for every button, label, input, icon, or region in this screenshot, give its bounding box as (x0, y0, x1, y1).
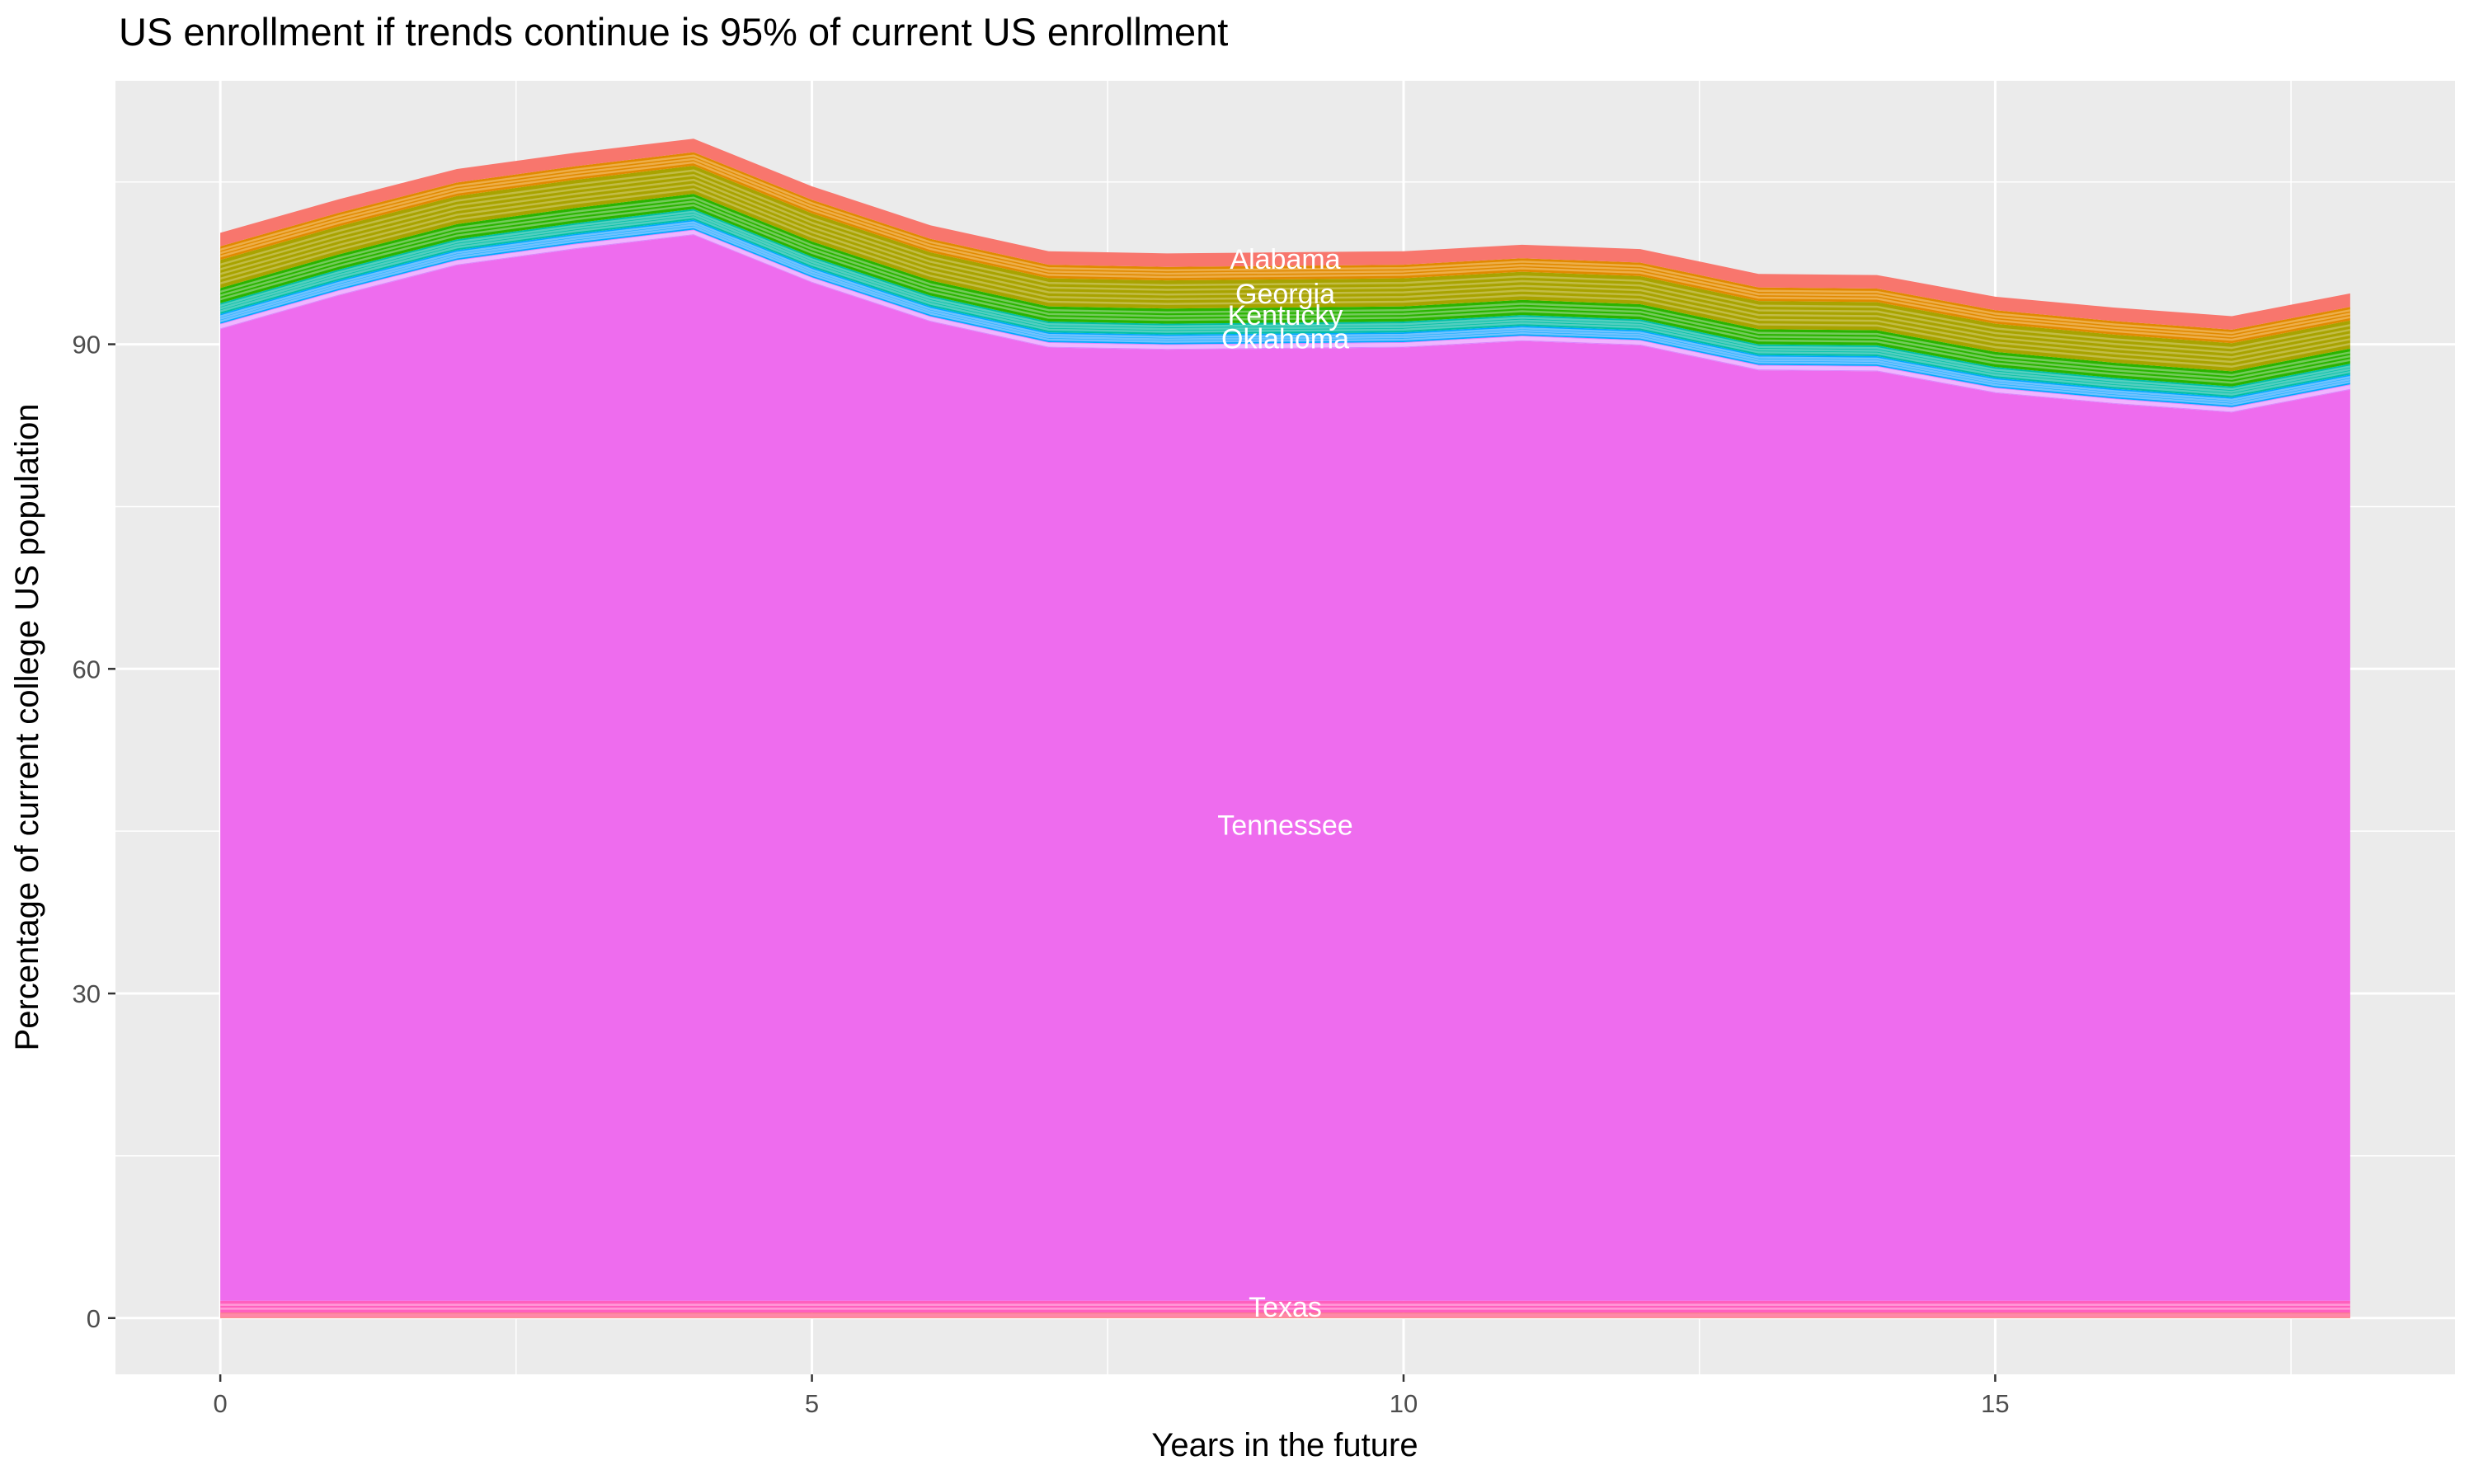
axis-tick-labels: 0 5 10 15 0 30 60 90 (73, 331, 2010, 1418)
area-stripe-band-orange (219, 154, 2351, 335)
area-stripe-georgia (219, 183, 2351, 364)
area-stripe-georgia (219, 188, 2351, 368)
x-tick-label: 0 (214, 1389, 228, 1418)
area-stripe-georgia (219, 178, 2351, 359)
area-label-georgia: Georgia (1235, 279, 1335, 310)
area-stripe-band-violet (219, 230, 2351, 411)
y-tick-label: 90 (73, 331, 101, 359)
area-alabama (220, 139, 2350, 330)
area-stripe-kentucky (219, 204, 2351, 384)
y-tick-label: 30 (73, 979, 101, 1008)
area-stripe-kentucky (219, 200, 2351, 380)
y-tick-label: 60 (73, 655, 101, 683)
area-stripe-georgia (219, 174, 2351, 354)
area-stripe-band-teal (219, 213, 2351, 393)
area-stripe-band-teal (219, 210, 2351, 391)
area-tennessee (220, 235, 2350, 1301)
area-label-alabama: Alabama (1230, 244, 1340, 275)
area-stripe-oklahoma (219, 223, 2351, 404)
x-tick-label: 5 (805, 1389, 819, 1418)
area-stripe-band-orange (219, 157, 2351, 338)
area-stripe-band-orange (219, 161, 2351, 341)
chart-title: US enrollment if trends continue is 95% … (119, 10, 1228, 54)
axis-ticks (108, 343, 1997, 1382)
area-stripe-oklahoma (219, 221, 2351, 402)
x-axis-title: Years in the future (1151, 1427, 1418, 1463)
area-label-kentucky: Kentucky (1228, 300, 1343, 331)
area-kentucky (220, 194, 2350, 387)
area-label-texas: Texas (1249, 1292, 1322, 1323)
area-label-oklahoma: Oklahoma (1221, 323, 1349, 355)
area-stripe-georgia (219, 169, 2351, 350)
area-series (219, 139, 2351, 1318)
area-stripe-oklahoma (219, 226, 2351, 406)
area-stripe-kentucky (219, 196, 2351, 377)
y-tick-label: 0 (87, 1304, 101, 1333)
area-stripe-band-violet (219, 232, 2351, 412)
x-tick-label: 10 (1390, 1389, 1418, 1418)
y-axis-title: Percentage of current college US populat… (9, 404, 45, 1051)
area-label-tennessee: Tennessee (1217, 810, 1352, 841)
area-stripe-band-teal (219, 216, 2351, 396)
x-tick-label: 15 (1981, 1389, 2009, 1418)
